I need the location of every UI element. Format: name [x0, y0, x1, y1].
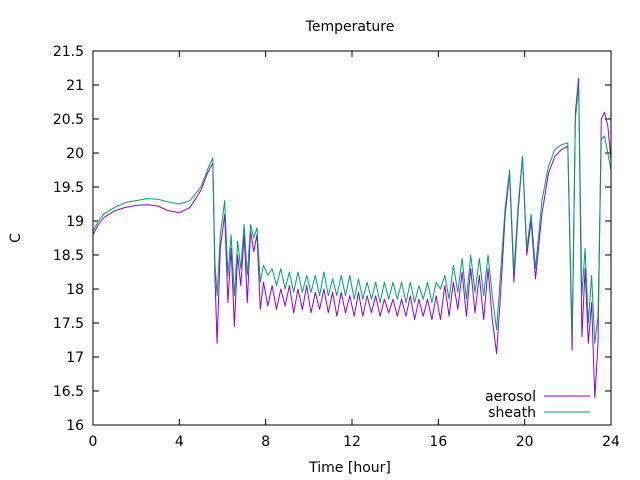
y-tick-label: 16	[66, 418, 84, 434]
plot-frame	[92, 50, 612, 426]
x-tick-label: 20	[516, 434, 534, 450]
x-tick-label: 24	[602, 434, 620, 450]
x-axis-label: Time [hour]	[308, 460, 391, 476]
y-tick-label: 20	[66, 146, 84, 162]
y-tick-label: 21	[66, 78, 84, 94]
y-tick-label: 17.5	[53, 316, 84, 332]
y-tick-label: 16.5	[53, 384, 84, 400]
x-tick-label: 16	[429, 434, 447, 450]
chart-title: Temperature	[305, 19, 395, 35]
legend-label-aerosol: aerosol	[485, 389, 536, 405]
y-tick-label: 19	[66, 214, 84, 230]
y-tick-label: 17	[66, 350, 84, 366]
x-tick-label: 0	[89, 434, 98, 450]
series-line-sheath	[92, 84, 612, 344]
x-tick-label: 12	[343, 434, 361, 450]
series-line-aerosol	[92, 77, 612, 399]
series-layer	[92, 77, 612, 399]
x-tick-label: 8	[261, 434, 270, 450]
y-axis-label: C	[8, 233, 24, 243]
y-tick-label: 21.5	[53, 44, 84, 60]
y-tick-label: 18	[66, 282, 84, 298]
x-tick-label: 4	[175, 434, 184, 450]
y-tick-label: 20.5	[53, 112, 84, 128]
y-tick-label: 18.5	[53, 248, 84, 264]
y-tick-label: 19.5	[53, 180, 84, 196]
legend-label-sheath: sheath	[488, 405, 536, 421]
